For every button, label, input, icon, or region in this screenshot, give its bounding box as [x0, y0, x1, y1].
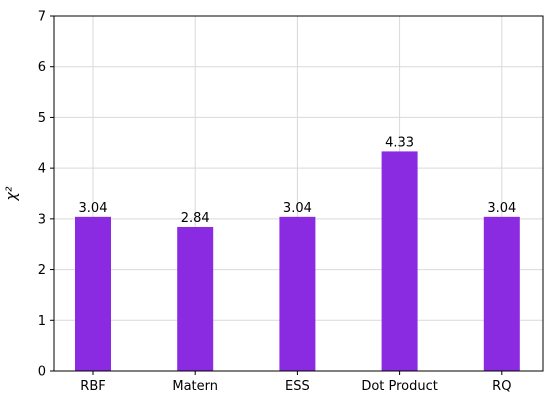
x-tick-label: Matern	[172, 379, 218, 394]
data-label: 3.04	[487, 201, 516, 216]
bar-ess	[279, 216, 316, 371]
y-axis-ticks: 0 1 2 3 4 5 6 7	[38, 10, 54, 380]
data-label: 2.84	[181, 211, 210, 226]
y-tick-label: 3	[38, 212, 46, 227]
y-tick-label: 1	[38, 314, 46, 329]
x-tick-label: ESS	[285, 379, 310, 394]
plot-frame	[53, 15, 544, 372]
y-tick-label: 7	[38, 10, 46, 25]
y-tick-label: 6	[38, 60, 46, 75]
bar-matern	[177, 226, 214, 371]
y-tick-label: 5	[38, 111, 46, 126]
data-label: 3.04	[79, 201, 108, 216]
bars	[75, 151, 520, 371]
y-tick-label: 4	[38, 162, 46, 177]
y-axis-label: χ²	[4, 186, 20, 201]
bar-rq	[483, 216, 520, 371]
x-tick-label: RQ	[492, 379, 511, 394]
x-tick-label: RBF	[80, 379, 105, 394]
data-labels: 3.04 2.84 3.04 4.33 3.04	[79, 135, 517, 226]
y-tick-label: 2	[38, 263, 46, 278]
data-label: 4.33	[385, 135, 414, 150]
x-tick-label: Dot Product	[361, 379, 438, 394]
bar-rbf	[75, 216, 111, 371]
bar-dot-product	[381, 151, 418, 371]
data-label: 3.04	[283, 201, 312, 216]
y-tick-label: 0	[38, 365, 46, 380]
x-axis-ticks: RBF Matern ESS Dot Product RQ	[80, 371, 511, 394]
